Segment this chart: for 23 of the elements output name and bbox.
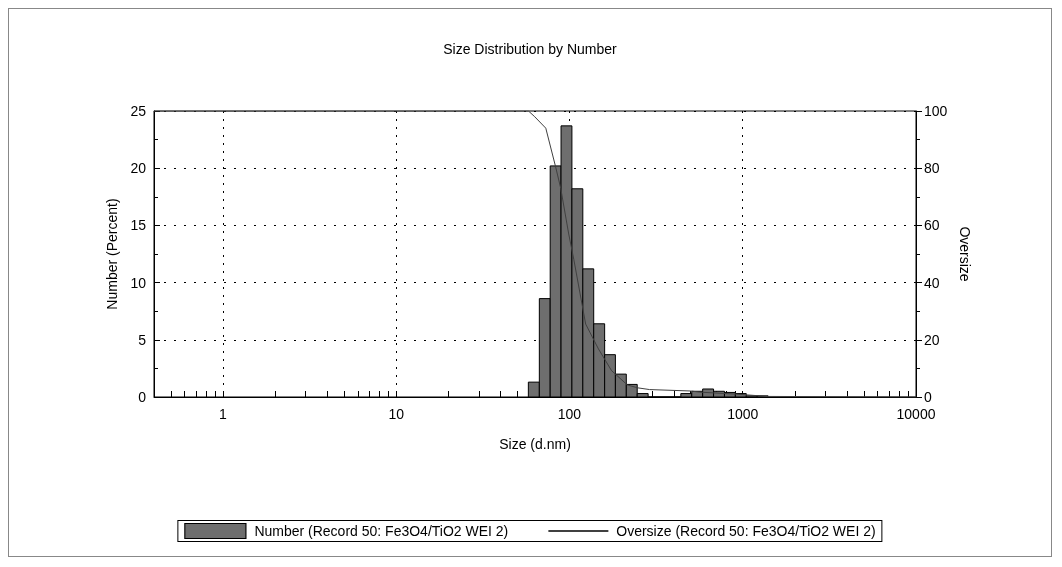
y-tick-label: 25 [130, 103, 147, 119]
x-tick-label: 10 [388, 406, 405, 422]
legend-label: Number (Record 50: Fe3O4/TiO2 WEI 2) [254, 523, 509, 539]
x-tick-label: 1000 [727, 406, 759, 422]
x-tick-label: 100 [557, 406, 582, 422]
y2-axis-title: Oversize [957, 226, 974, 282]
y-tick-label: 15 [130, 217, 147, 234]
y-tick-label: 20 [130, 160, 147, 177]
y2-tick-label: 20 [924, 331, 940, 348]
y-tick-label: 10 [130, 274, 147, 291]
y-tick-label: 0 [138, 389, 147, 405]
y2-tick-label: 40 [924, 274, 940, 291]
y2-tick-label: 0 [924, 389, 932, 405]
x-tick-label: 1 [219, 406, 228, 422]
x-tick-label: 10000 [896, 406, 936, 422]
y-tick-label: 5 [138, 331, 147, 348]
y2-tick-label: 80 [924, 160, 940, 177]
y2-tick-label: 60 [924, 217, 940, 234]
y2-tick-label: 100 [924, 103, 948, 119]
chart-title: Size Distribution by Number [443, 41, 618, 57]
x-axis-title: Size (d.nm) [499, 436, 571, 452]
legend-label: Oversize (Record 50: Fe3O4/TiO2 WEI 2) [616, 523, 876, 539]
y-axis-title: Number (Percent) [104, 198, 120, 310]
